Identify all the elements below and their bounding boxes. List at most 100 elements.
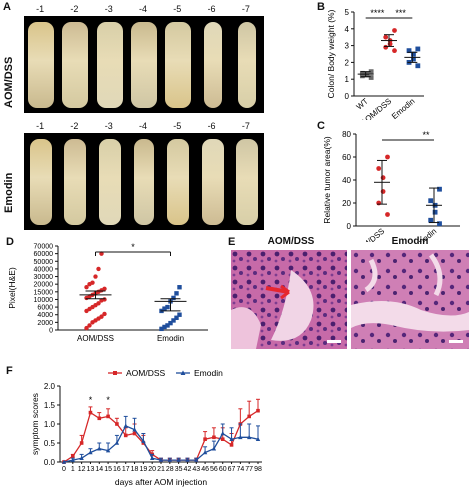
y-tick-label: 6000: [37, 305, 53, 312]
data-point-Emodin: [158, 457, 164, 462]
data-point-Emodin: [162, 324, 167, 330]
x-tick-label: 19: [139, 466, 147, 473]
y-tick-label: 0.0: [44, 458, 56, 467]
data-point-AOM/DSS: [115, 422, 119, 426]
x-tick-label: 1: [71, 466, 75, 473]
data-point-Emodin: [149, 455, 155, 460]
data-point-Emodin: [194, 457, 199, 462]
y-tick-label: 70000: [34, 244, 54, 251]
colon-specimen-bottom-5: [167, 139, 190, 225]
y-tick-label: 0: [49, 328, 53, 335]
data-point-AOM/DSS: [79, 441, 84, 445]
y-tick-label: 1.5: [44, 401, 56, 410]
data-point-Emodin: [79, 455, 84, 460]
significance-label: ****: [370, 8, 385, 18]
photo-number-bottom-4: -4: [139, 121, 148, 131]
y-tick-label: 5: [345, 8, 350, 17]
data-point-AOM/DSS: [141, 441, 146, 445]
y-tick-label: 40: [342, 176, 351, 185]
symptom-score-chart: 0.0 0.5 1.0 1.5 2.0 0 1 12 13 14 15 16 17 18 19 20 21 28 3…: [30, 368, 262, 487]
photo-number-bottom-1: -1: [36, 121, 45, 131]
data-point-Emodin: [61, 459, 67, 464]
data-point-AOM/DSS: [84, 285, 89, 290]
colon-specimen-bottom-4: [134, 139, 154, 225]
colon-specimen-bottom-3: [98, 139, 121, 225]
data-point-Emodin: [174, 315, 179, 320]
data-point-AOM/DSS: [385, 154, 390, 160]
data-point-Emodin: [406, 48, 412, 54]
y-tick-label: 2: [345, 58, 350, 67]
data-point-AOM/DSS: [99, 251, 104, 256]
data-point-Emodin: [229, 436, 234, 441]
data-point-Emodin: [177, 285, 182, 290]
data-point-AOM/DSS: [385, 212, 390, 217]
data-point-Emodin: [171, 295, 176, 301]
data-point-AOM/DSS: [90, 280, 95, 285]
photo-number-bottom-2: -2: [70, 121, 79, 131]
data-point-AOM/DSS: [93, 274, 98, 279]
data-point-Emodin: [171, 318, 176, 323]
data-point-Emodin: [411, 51, 416, 57]
legend-marker-Emodin: [180, 370, 186, 375]
colon-specimen-top-7: [237, 22, 256, 108]
data-point-WT: [359, 70, 365, 76]
colon-specimen-bottom-1: [30, 139, 53, 225]
significance-label: **: [422, 130, 430, 140]
y-axis-label: symptom scores: [30, 393, 40, 455]
data-point-AOM/DSS: [383, 44, 389, 50]
data-point-Emodin: [415, 63, 421, 69]
x-tick-label: AOM/DSS: [77, 334, 114, 343]
photo-number-top-6: -6: [207, 4, 216, 14]
significance-label: ***: [395, 8, 406, 18]
x-tick-label: 60: [219, 466, 227, 473]
x-tick-label: 67: [228, 466, 236, 473]
y-tick-label: 50000: [34, 259, 54, 266]
x-tick-label: 17: [122, 466, 130, 473]
photo-number-bottom-7: -7: [241, 121, 250, 131]
y-tick-label: 1: [345, 75, 350, 84]
x-tick-label: 18: [131, 466, 139, 473]
data-point-AOM/DSS: [88, 410, 93, 415]
y-tick-label: 4: [345, 25, 350, 34]
x-tick-label: 35: [175, 466, 183, 473]
he-pixel-chart: 0200040006000100001500020000300004000050…: [8, 242, 208, 343]
data-point-Emodin: [162, 306, 167, 311]
photo-number-bottom-5: -5: [173, 121, 182, 131]
data-point-Emodin: [246, 434, 252, 440]
data-point-Emodin: [437, 186, 442, 192]
data-point-Emodin: [220, 431, 225, 436]
y-axis-label: Relative tumor area(%): [322, 136, 332, 224]
data-point-Emodin: [174, 291, 179, 296]
data-point-Emodin: [114, 440, 120, 445]
data-point-AOM/DSS: [87, 323, 92, 328]
y-axis-label: Colon/ Body weight (%): [326, 9, 336, 98]
data-point-Emodin: [97, 446, 102, 451]
x-tick-label: 13: [87, 466, 95, 473]
data-point-AOM/DSS: [220, 437, 225, 441]
data-point-AOM/DSS: [229, 443, 234, 447]
data-point-Emodin: [165, 323, 170, 328]
y-axis-label: Pixel(H&E): [8, 267, 17, 309]
x-tick-label: 74: [236, 466, 244, 473]
panel-letter-a: A: [3, 1, 11, 13]
significance-label: *: [131, 242, 135, 252]
data-point-Emodin: [123, 423, 128, 428]
legend-label-AOM/DSS: AOM/DSS: [126, 368, 166, 378]
x-tick-label: 0: [62, 466, 66, 473]
data-point-AOM/DSS: [84, 325, 89, 331]
x-tick-label: 14: [95, 466, 103, 473]
panel-letter-c: C: [317, 120, 325, 132]
panel-letter-b: B: [317, 1, 325, 13]
significance-label: *: [89, 395, 93, 405]
legend-marker-AOM/DSS: [113, 371, 117, 375]
data-point-WT: [368, 75, 374, 80]
y-tick-label: 20: [342, 199, 351, 208]
data-point-AOM/DSS: [96, 266, 101, 272]
significance-label: *: [106, 395, 110, 405]
colon-specimen-top-1: [28, 22, 55, 108]
y-tick-label: 30000: [34, 274, 54, 281]
histo-title-aomdss: AOM/DSS: [267, 236, 315, 247]
y-tick-label: 20000: [34, 282, 54, 289]
data-point-Emodin: [165, 304, 170, 310]
x-tick-label: 28: [166, 466, 174, 473]
